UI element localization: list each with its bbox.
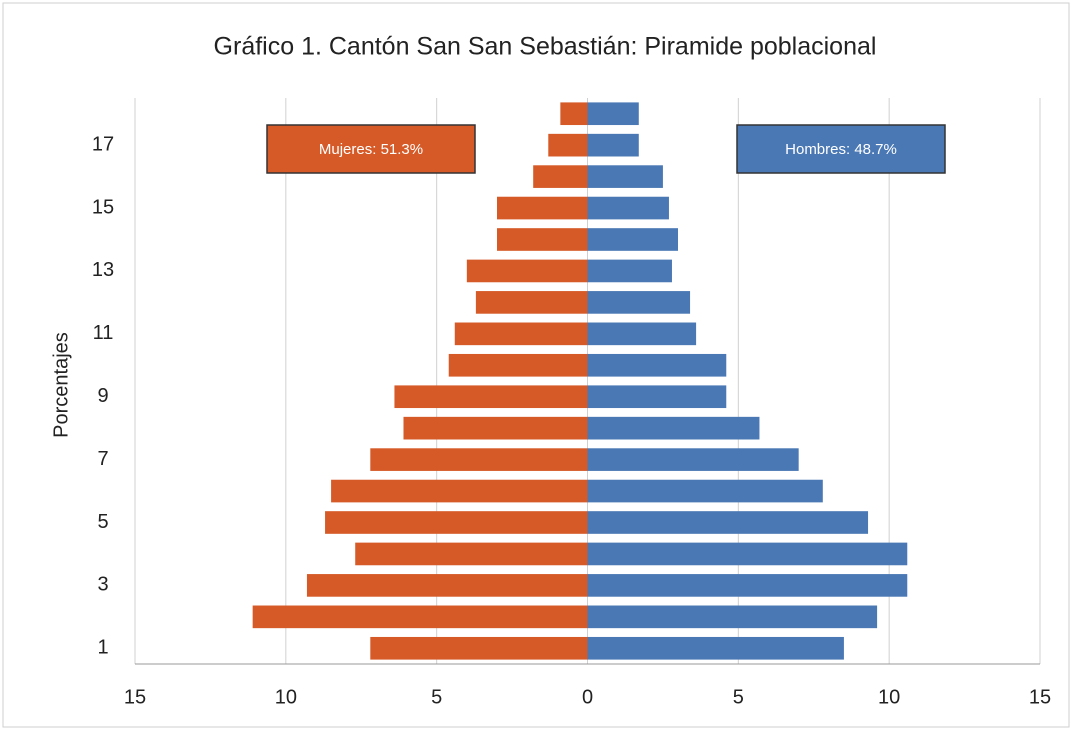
- bar: [497, 228, 588, 251]
- y-tick-label: 7: [97, 448, 108, 470]
- bar: [587, 133, 639, 157]
- y-tick-label: 11: [93, 322, 114, 344]
- annotation-box: [266, 124, 476, 174]
- annotation-box: [736, 124, 946, 174]
- y-tick-label: 9: [97, 385, 108, 407]
- x-tick-label: 5: [431, 686, 442, 708]
- bar: [560, 102, 588, 126]
- bar: [587, 322, 697, 346]
- bar: [587, 542, 908, 566]
- bar: [466, 259, 588, 283]
- bar: [587, 385, 727, 409]
- bar: [252, 605, 588, 629]
- x-tick-label: 15: [1029, 686, 1051, 708]
- bar: [454, 322, 588, 346]
- y-tick-label: 13: [92, 259, 114, 281]
- bar: [370, 636, 588, 660]
- bar: [475, 291, 588, 314]
- x-tick-label: 0: [582, 686, 593, 708]
- bar: [587, 636, 844, 660]
- bar: [587, 448, 799, 471]
- bar: [587, 196, 669, 220]
- bar: [331, 479, 588, 503]
- bar: [548, 133, 588, 157]
- bar: [587, 511, 869, 534]
- x-tick-label: 10: [878, 686, 900, 708]
- bar: [370, 448, 588, 471]
- bar: [587, 416, 760, 440]
- chart-title: Gráfico 1. Cantón San San Sebastián: Pir…: [214, 33, 877, 61]
- bar: [587, 228, 678, 251]
- bar: [533, 165, 588, 188]
- annotation: Hombres: 48.7%: [785, 141, 897, 158]
- y-axis-label: Porcentajes: [50, 332, 72, 438]
- bar: [587, 165, 663, 188]
- y-tick-label: 1: [97, 637, 108, 659]
- bar: [325, 511, 588, 534]
- bar: [587, 479, 823, 503]
- bar: [403, 416, 588, 440]
- bar: [587, 605, 878, 629]
- bar: [587, 574, 908, 597]
- bar: [587, 291, 691, 314]
- y-tick-label: 15: [92, 196, 114, 218]
- x-tick-label: 10: [275, 686, 297, 708]
- x-tick-label: 5: [733, 686, 744, 708]
- bar: [355, 542, 588, 566]
- annotation: Mujeres: 51.3%: [319, 141, 423, 158]
- bar: [587, 102, 639, 126]
- bar: [587, 353, 727, 377]
- y-tick-label: 17: [92, 133, 114, 155]
- bar: [394, 385, 588, 409]
- y-tick-label: 3: [97, 574, 108, 596]
- bar: [587, 259, 672, 283]
- bar: [448, 353, 588, 377]
- bar: [497, 196, 588, 220]
- x-tick-label: 15: [124, 686, 146, 708]
- y-tick-label: 5: [97, 511, 108, 533]
- bar: [306, 574, 588, 597]
